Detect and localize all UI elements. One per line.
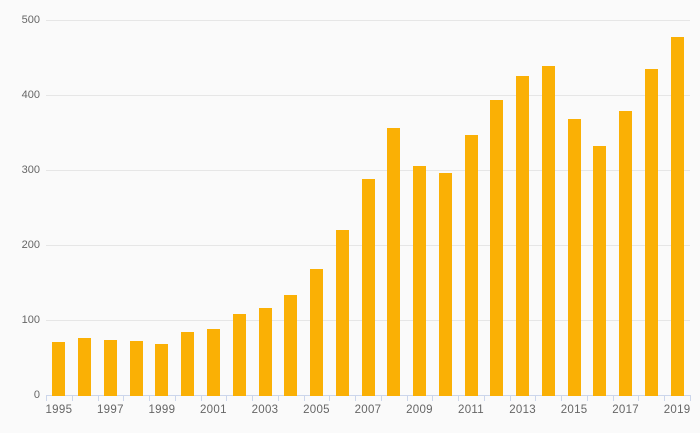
bar-2000[interactable]	[181, 331, 195, 396]
x-axis-tick	[123, 396, 124, 401]
x-axis-tick	[458, 396, 459, 401]
x-axis-tick	[535, 396, 536, 401]
bar-1998[interactable]	[129, 341, 143, 397]
bar-1997[interactable]	[103, 339, 117, 397]
x-axis-label-2019: 2019	[663, 404, 691, 416]
x-axis-label-2005: 2005	[303, 404, 330, 416]
x-axis-tick	[72, 396, 73, 401]
x-axis-tick	[175, 396, 176, 401]
x-axis-tick	[381, 396, 382, 401]
x-axis-tick	[201, 396, 202, 401]
gridline-300	[46, 170, 690, 171]
bar-2002[interactable]	[232, 314, 246, 397]
x-axis-label-2013: 2013	[509, 404, 536, 416]
x-axis-tick	[690, 396, 691, 401]
bar-2005[interactable]	[310, 268, 323, 396]
x-axis-tick	[304, 396, 305, 401]
x-axis-tick	[510, 396, 511, 401]
x-axis-tick	[561, 396, 562, 401]
x-axis-label-1995: 1995	[45, 404, 73, 416]
x-axis-label-2015: 2015	[560, 404, 588, 416]
x-axis-tick	[98, 396, 99, 401]
x-axis-tick	[252, 396, 253, 401]
bar-2007[interactable]	[361, 179, 375, 397]
x-axis-tick	[355, 396, 356, 401]
bar-1996[interactable]	[78, 338, 92, 397]
x-axis-label-1997: 1997	[96, 404, 124, 416]
x-axis-label-2009: 2009	[406, 404, 433, 416]
bar-1999[interactable]	[155, 344, 169, 397]
y-axis-label-0: 0	[33, 389, 40, 401]
gridline-500	[46, 20, 690, 21]
y-axis-label-100: 100	[21, 314, 40, 326]
bar-2014[interactable]	[541, 66, 555, 396]
x-axis-tick	[484, 396, 485, 401]
bar-2003[interactable]	[258, 307, 272, 396]
bar-2015[interactable]	[567, 119, 581, 397]
bar-2010[interactable]	[438, 173, 452, 397]
x-axis-tick	[664, 396, 665, 401]
y-axis-label-200: 200	[21, 239, 40, 251]
x-axis-label-2007: 2007	[354, 404, 382, 416]
bar-2006[interactable]	[335, 229, 349, 396]
x-axis-label-2017: 2017	[612, 404, 639, 416]
y-axis-label-500: 500	[21, 14, 40, 26]
x-axis-tick	[46, 396, 47, 401]
bar-2013[interactable]	[516, 75, 530, 397]
x-axis-tick	[638, 396, 639, 401]
bar-2016[interactable]	[593, 146, 607, 397]
y-axis-label-400: 400	[21, 89, 40, 101]
bar-1995[interactable]	[52, 342, 66, 396]
x-axis-tick	[226, 396, 227, 401]
x-axis-tick	[329, 396, 330, 401]
x-axis-tick	[407, 396, 408, 401]
x-axis-tick	[278, 396, 279, 401]
x-axis-tick	[149, 396, 150, 401]
x-axis-tick	[587, 396, 588, 401]
bar-2001[interactable]	[206, 328, 220, 396]
x-axis-tick	[613, 396, 614, 401]
bar-2004[interactable]	[284, 294, 298, 397]
x-axis-label-1999: 1999	[148, 404, 176, 416]
x-axis-label-2001: 2001	[199, 404, 227, 416]
x-axis-label-2011: 2011	[458, 404, 484, 416]
bar-2018[interactable]	[644, 69, 658, 396]
x-axis-label-2003: 2003	[251, 404, 279, 416]
y-axis-label-300: 300	[21, 164, 40, 176]
gridline-400	[46, 95, 690, 96]
bar-2019[interactable]	[670, 36, 684, 397]
bar-2017[interactable]	[619, 111, 633, 396]
x-axis-tick	[432, 396, 433, 401]
bar-2012[interactable]	[490, 99, 504, 397]
bar-2008[interactable]	[387, 127, 401, 396]
bar-2009[interactable]	[413, 165, 426, 397]
bar-2011[interactable]	[464, 135, 478, 396]
